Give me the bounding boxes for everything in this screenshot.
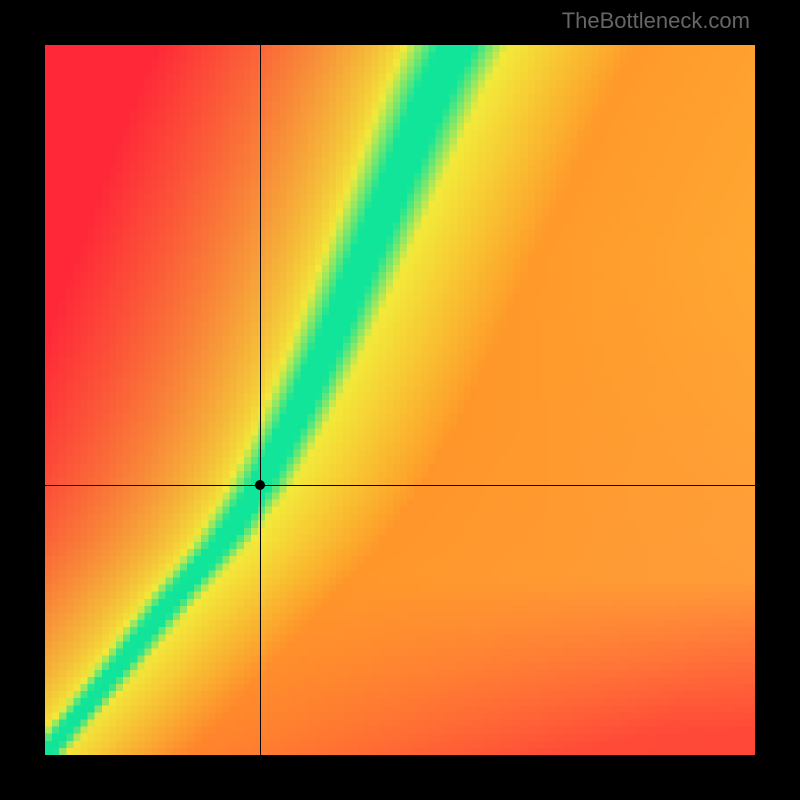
crosshair-marker xyxy=(255,480,265,490)
heatmap-canvas xyxy=(45,45,755,755)
heatmap-plot xyxy=(45,45,755,755)
crosshair-horizontal xyxy=(45,485,755,486)
watermark-text: TheBottleneck.com xyxy=(562,8,750,34)
crosshair-vertical xyxy=(260,45,261,755)
